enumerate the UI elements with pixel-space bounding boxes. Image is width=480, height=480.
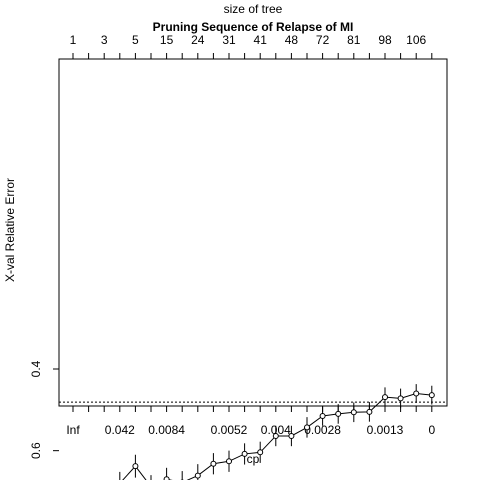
- x-top-tick-label: 48: [285, 33, 299, 47]
- data-point: [413, 390, 420, 397]
- x-top-tick-label: 3: [101, 33, 108, 47]
- x-bottom-tick-label: 0.0028: [304, 423, 341, 437]
- data-point: [194, 472, 201, 479]
- plot-frame: [58, 58, 448, 407]
- data-point: [350, 409, 357, 416]
- y-axis-label: X-val Relative Error: [3, 178, 17, 282]
- data-point: [428, 392, 435, 399]
- data-point: [288, 432, 295, 439]
- data-point: [163, 476, 170, 480]
- y-tick-label: 0.4: [29, 360, 43, 377]
- x-top-tick-label: 98: [378, 33, 392, 47]
- data-point: [397, 395, 404, 402]
- data-point: [210, 460, 217, 467]
- top-axis-label: size of tree: [224, 2, 283, 16]
- data-point: [335, 410, 342, 417]
- x-top-tick-label: 24: [191, 33, 205, 47]
- x-top-tick-label: 31: [222, 33, 236, 47]
- data-point: [304, 424, 310, 431]
- x-top-tick-label: 106: [406, 33, 426, 47]
- series-line: [122, 392, 432, 480]
- x-top-tick-label: 15: [160, 33, 174, 47]
- x-bottom-tick-label: 0.042: [105, 423, 135, 437]
- data-point: [257, 449, 264, 456]
- x-axis-label: cp: [247, 452, 260, 466]
- x-top-tick-label: 72: [316, 33, 330, 47]
- data-point: [272, 432, 279, 439]
- x-top-tick-label: 41: [254, 33, 268, 47]
- data-point: [382, 394, 388, 401]
- x-bottom-tick-label: 0.0084: [148, 423, 185, 437]
- x-bottom-tick-label: 0: [428, 423, 435, 437]
- x-bottom-tick-label: 0.0052: [211, 423, 248, 437]
- data-point: [226, 458, 232, 465]
- y-tick-label: 0.6: [29, 442, 43, 459]
- data-point: [132, 463, 139, 470]
- x-bottom-tick-label: Inf: [66, 423, 80, 437]
- data-point: [319, 412, 326, 419]
- x-bottom-tick-label: 0.0013: [367, 423, 404, 437]
- data-point: [366, 408, 373, 415]
- data-point: [241, 450, 248, 457]
- x-top-tick-label: 81: [347, 33, 361, 47]
- x-top-tick-label: 1: [70, 33, 77, 47]
- x-top-tick-label: 5: [132, 33, 139, 47]
- chart-title: Pruning Sequence of Relapse of MI: [153, 20, 354, 34]
